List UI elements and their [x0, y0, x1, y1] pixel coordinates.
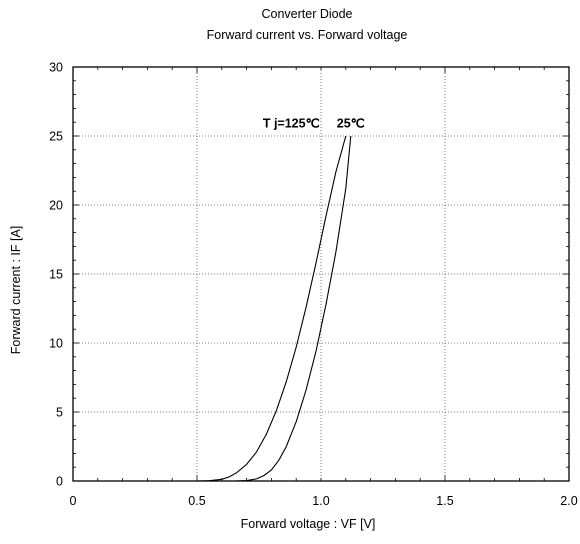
x-tick-label: 0 [70, 494, 77, 508]
x-axis-label: Forward voltage : VF [V] [241, 517, 376, 531]
y-tick-labels: 0 5 10 15 20 25 30 [49, 61, 63, 489]
chart-title: Converter Diode [261, 7, 352, 21]
series-line-1 [234, 135, 352, 482]
y-tick-label: 25 [49, 130, 63, 144]
x-tick-label: 1.0 [312, 494, 329, 508]
y-tick-label: 0 [56, 475, 63, 489]
annotation-label: 25℃ [337, 117, 365, 131]
x-tick-label: 2.0 [560, 494, 577, 508]
grid [73, 67, 569, 481]
y-tick-label: 5 [56, 406, 63, 420]
y-tick-label: 10 [49, 337, 63, 351]
y-tick-label: 20 [49, 199, 63, 213]
annotations: T j=125℃ 25℃ [263, 117, 365, 131]
x-tick-label: 1.5 [436, 494, 453, 508]
chart-subtitle: Forward current vs. Forward voltage [207, 28, 408, 42]
x-tick-labels: 0 0.5 1.0 1.5 2.0 [70, 494, 578, 508]
x-tick-label: 0.5 [188, 494, 205, 508]
y-axis-label: Forward current : IF [A] [9, 226, 23, 355]
y-tick-label: 15 [49, 268, 63, 282]
series-line-0 [196, 135, 347, 482]
y-tick-label: 30 [49, 61, 63, 75]
series-group [73, 135, 352, 482]
annotation-label: T j=125℃ [263, 117, 320, 131]
